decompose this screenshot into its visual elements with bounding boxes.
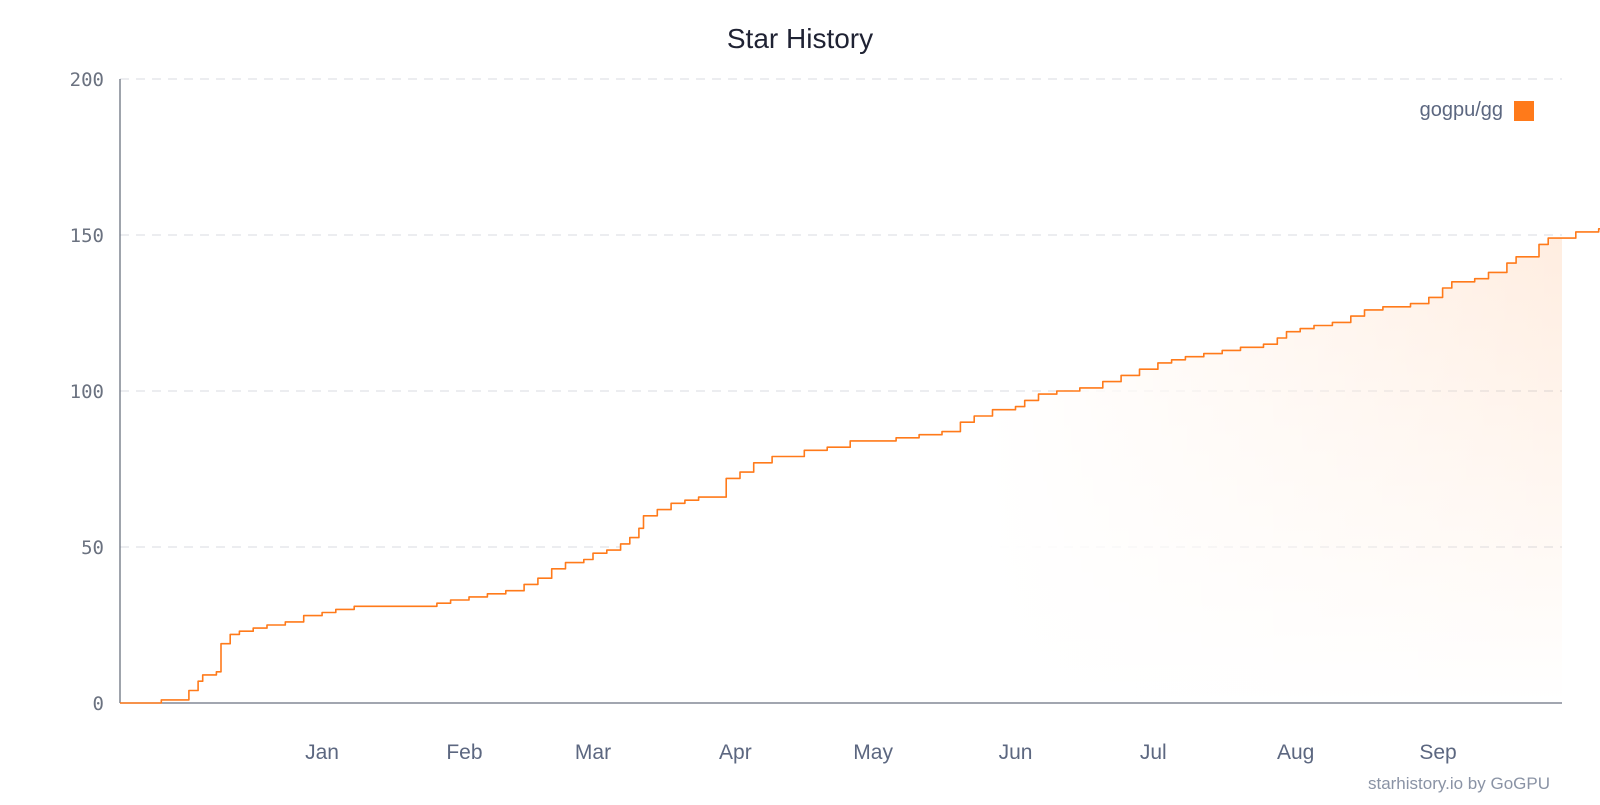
x-tick-label: Jul bbox=[1140, 741, 1167, 764]
x-tick-label: Feb bbox=[446, 741, 482, 764]
axes bbox=[119, 79, 1562, 704]
x-tick-label: May bbox=[853, 741, 893, 764]
legend: gogpu/gg bbox=[1420, 99, 1534, 121]
y-tick-labels: 0 50 100 150 200 bbox=[70, 69, 104, 715]
series-lines bbox=[120, 228, 1600, 704]
y-tick-label: 100 bbox=[70, 381, 104, 403]
legend-label-gogpu-gg: gogpu/gg bbox=[1420, 99, 1503, 121]
chart-title: Star History bbox=[727, 23, 873, 54]
x-tick-label: Aug bbox=[1277, 741, 1314, 764]
series-line-gogpu-gg bbox=[120, 228, 1600, 704]
y-tick-label: 50 bbox=[81, 537, 104, 559]
x-tick-label: Mar bbox=[575, 741, 611, 764]
x-tick-labels: Jan Feb Mar Apr May Jun Jul Aug Sep bbox=[305, 741, 1457, 764]
x-tick-label: Sep bbox=[1419, 741, 1456, 764]
legend-swatch-gogpu-gg bbox=[1514, 101, 1534, 121]
x-tick-label: Apr bbox=[719, 741, 752, 764]
credit-text: starhistory.io by GoGPU bbox=[1368, 774, 1550, 793]
x-tick-label: Jun bbox=[999, 741, 1033, 764]
y-tick-label: 150 bbox=[70, 225, 104, 247]
y-tick-label: 200 bbox=[70, 69, 104, 91]
y-tick-label: 0 bbox=[93, 693, 104, 715]
x-tick-label: Jan bbox=[305, 741, 339, 764]
